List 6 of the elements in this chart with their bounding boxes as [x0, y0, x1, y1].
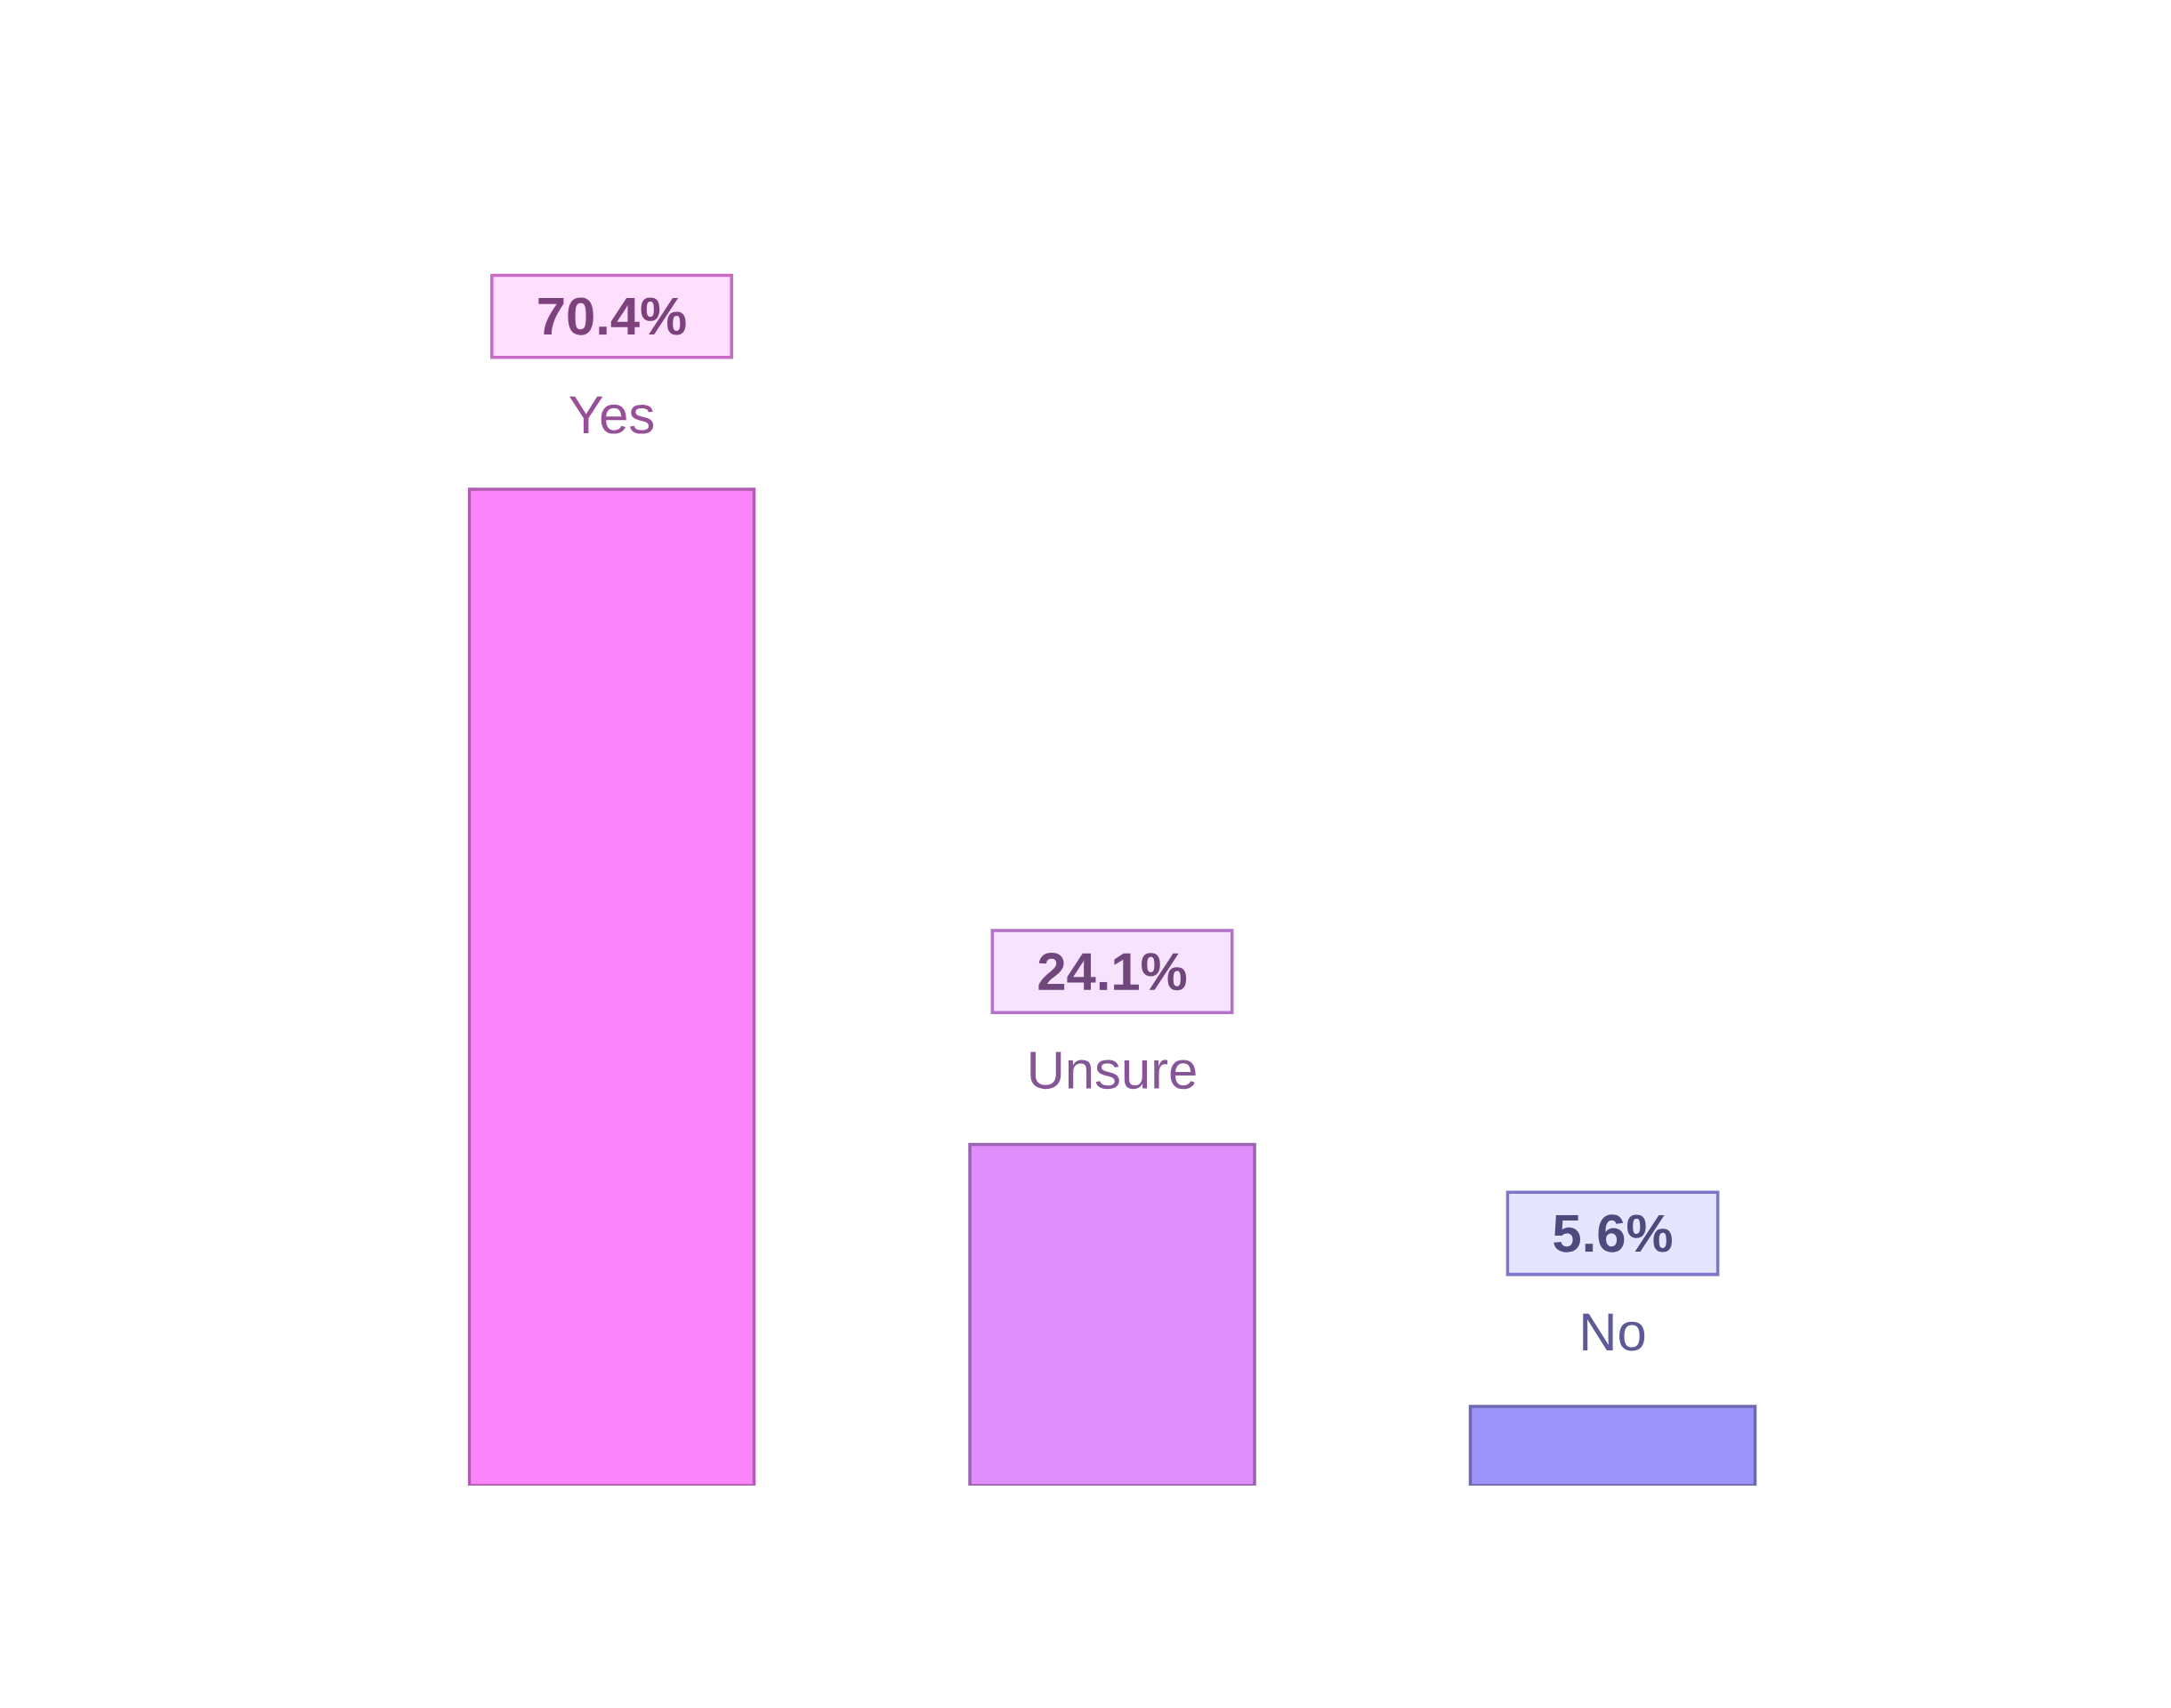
x-tick-label: Unsure	[1030, 1051, 1196, 1090]
x-tick-label: No	[1583, 1313, 1645, 1351]
data-label: 24.1%	[1038, 953, 1187, 991]
data-label: 5.6%	[1554, 1214, 1673, 1253]
data-label: 70.4%	[538, 297, 686, 335]
x-tick-label: Yes	[569, 396, 654, 434]
